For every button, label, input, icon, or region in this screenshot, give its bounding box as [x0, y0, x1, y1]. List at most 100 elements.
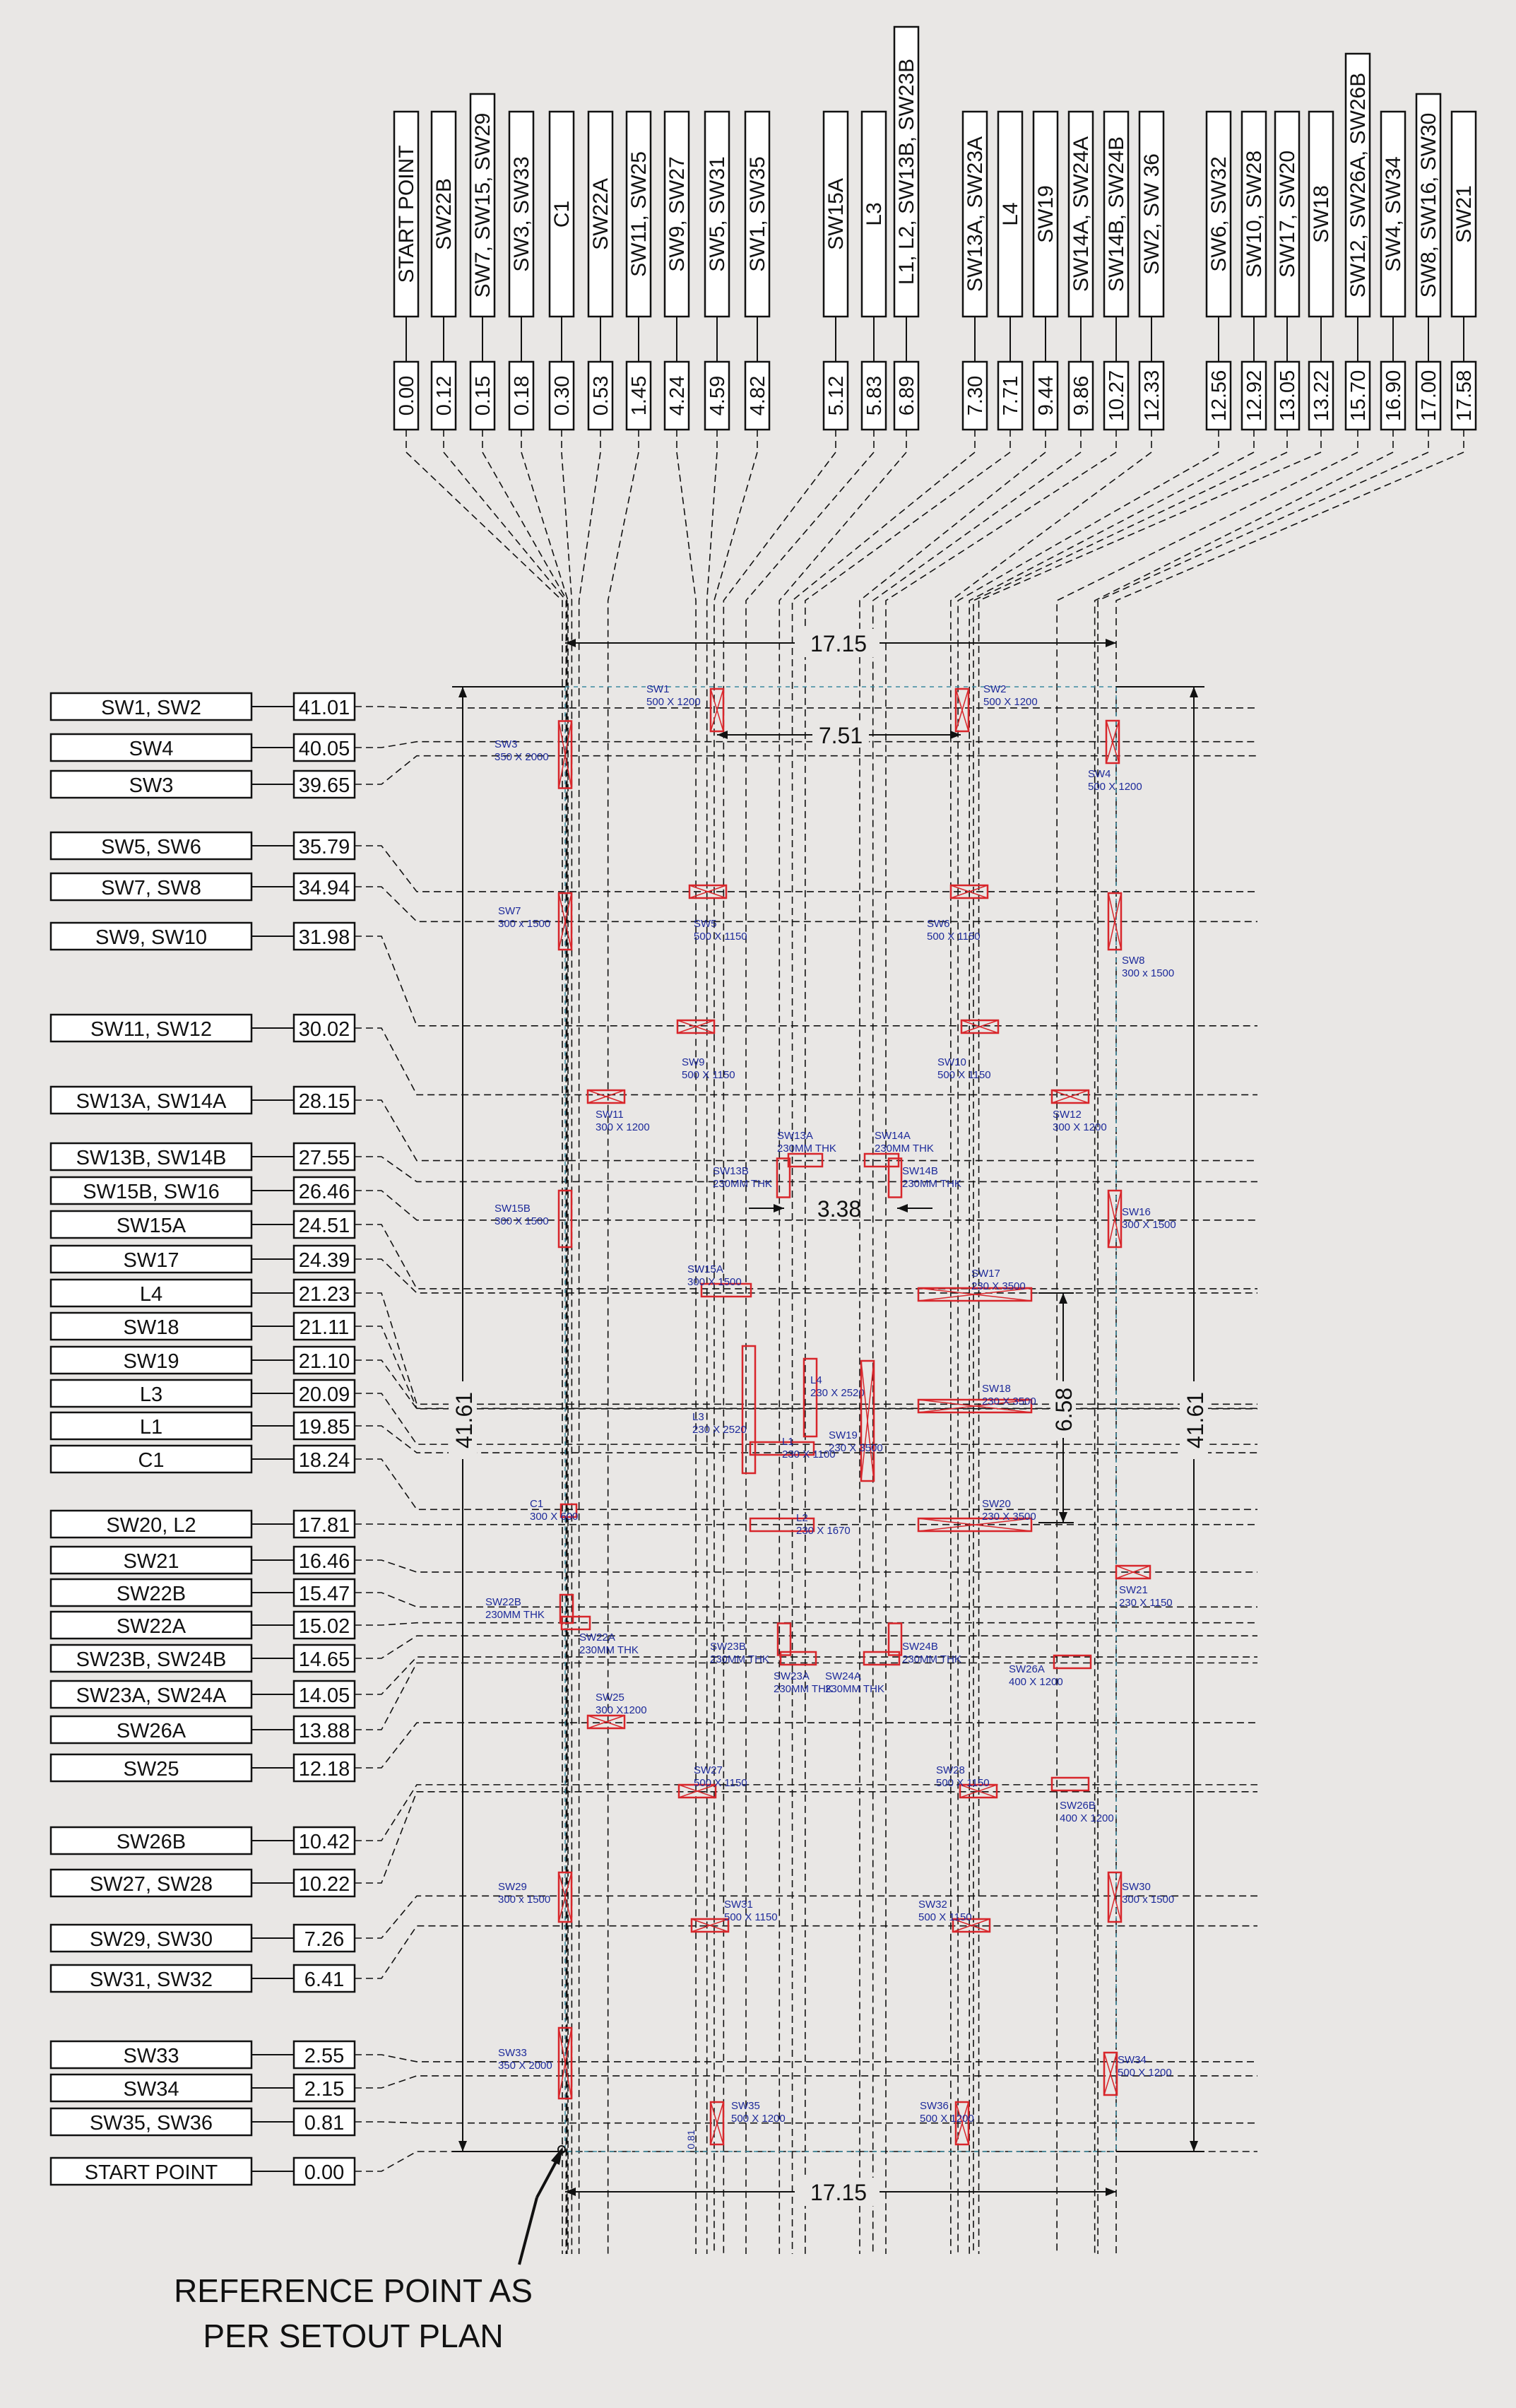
setout-grid-lines	[355, 430, 1464, 2254]
grid-row-sw13a-sw14a	[355, 1099, 1257, 1162]
top-setout-label: SW12, SW26A, SW26B	[1346, 73, 1370, 297]
left-setout-label: SW11, SW12	[90, 1018, 212, 1041]
grid-col-sw15a	[723, 430, 836, 2254]
left-setout-value: 18.24	[299, 1449, 350, 1472]
wall-name: SW27	[694, 1764, 723, 1776]
top-setout-sw9-sw27: SW9, SW27 4.24	[663, 110, 690, 431]
top-setout-l1-l2-sw13b-sw23b: L1, L2, SW13B, SW23B 6.89	[893, 25, 920, 431]
grid-col-sw14a-sw24a	[872, 430, 1082, 2254]
grid-col-sw4-sw34	[1094, 430, 1394, 2254]
left-setout-l1: L1 19.85	[49, 1411, 356, 1441]
grid-row-sw33	[355, 2054, 1257, 2062]
grid-row-sw29-sw30	[355, 1895, 1257, 1939]
top-setout-sw6-sw32: SW6, SW32 12.56	[1205, 110, 1232, 431]
wall-outline	[749, 1441, 815, 1456]
wall-cross	[1103, 2052, 1118, 2096]
wall-size: 500 X 1200	[1118, 2067, 1172, 2079]
wall-outline	[557, 892, 573, 951]
top-setout-value: 5.12	[825, 376, 848, 415]
top-label-box	[469, 93, 496, 318]
left-value-box	[292, 1509, 356, 1539]
wall-cross	[961, 1020, 999, 1034]
grid-row-sw25	[355, 1722, 1257, 1769]
left-setout-value: 15.47	[299, 1583, 350, 1605]
wall-size: 300 X 1500	[495, 1215, 549, 1227]
top-setout-sw8-sw16-sw30: SW8, SW16, SW30 17.00	[1415, 93, 1442, 431]
top-label-box	[508, 110, 535, 318]
wall-cross	[558, 2027, 572, 2099]
wall-name: SW13A	[777, 1130, 813, 1142]
dim-sw13b-sw14b: 3.38	[817, 1196, 861, 1222]
left-label-box	[49, 872, 253, 902]
wall-cross	[691, 1918, 729, 1932]
left-setout-sw20-l2: SW20, L2 17.81	[49, 1509, 356, 1539]
wall-name: SW19	[829, 1429, 858, 1441]
left-setout-value: 20.09	[299, 1383, 350, 1406]
grid-col-sw5-sw31	[706, 430, 718, 2254]
wall-size: 300 X 1200	[1053, 1121, 1107, 1133]
top-setout-value: 7.30	[964, 376, 987, 415]
left-setout-sw33: SW33 2.55	[49, 2040, 356, 2070]
wall-cross	[558, 892, 572, 950]
top-label-box	[1067, 110, 1094, 318]
wall-name: L4	[810, 1374, 822, 1386]
wall-cross	[1108, 1190, 1122, 1248]
left-label-box	[49, 692, 253, 721]
left-setout-label: SW25	[124, 1758, 179, 1781]
top-value-box	[663, 360, 690, 431]
wall-name: SW14B	[902, 1165, 938, 1177]
wall-outline	[690, 1918, 730, 1933]
left-setout-sw22a: SW22A 15.02	[49, 1610, 356, 1640]
wall-cross	[678, 1784, 716, 1798]
grid-row-sw13b-sw14b	[355, 1156, 1257, 1183]
wall-cross	[1051, 1090, 1089, 1104]
left-label-box	[49, 1964, 253, 1993]
left-setout-value: 30.02	[299, 1018, 350, 1041]
top-label-box	[1308, 110, 1334, 318]
top-setout-label: SW6, SW32	[1207, 156, 1231, 271]
grid-row-sw27-sw28	[355, 1791, 1257, 1884]
grid-row-sw23a-sw24a	[355, 1656, 1257, 1695]
top-setout-sw22b: SW22B 0.12	[430, 110, 457, 431]
left-setout-value: 10.22	[299, 1873, 350, 1896]
top-setout-sw14a-sw24a: SW14A, SW24A 9.86	[1067, 110, 1094, 431]
dim-sw1-sw2: 7.51	[819, 723, 863, 748]
left-setout-value: 26.46	[299, 1181, 350, 1203]
grid-row-l4	[355, 1292, 1257, 1405]
left-setout-sw11-sw12: SW11, SW12 30.02	[49, 1013, 356, 1043]
wall-name: SW32	[918, 1899, 947, 1911]
left-setout-sw21: SW21 16.46	[49, 1545, 356, 1575]
grid-row-sw22a	[355, 1622, 1257, 1626]
left-label-box	[49, 733, 253, 762]
wall-cross	[1115, 1565, 1151, 1579]
wall-cross	[710, 2101, 724, 2145]
overall-height-left: 41.61	[451, 1392, 477, 1448]
left-setout-label: SW27, SW28	[90, 1873, 213, 1896]
left-setout-sw15a: SW15A 24.51	[49, 1210, 356, 1239]
reference-point-note: REFERENCE POINT AS PER SETOUT PLAN 0.81	[174, 2130, 697, 2354]
grid-col-sw11-sw25	[607, 430, 639, 2254]
left-value-box	[292, 2156, 356, 2186]
wall-name: SW13B	[713, 1165, 749, 1177]
top-label-box	[393, 110, 420, 318]
left-setout-value: 41.01	[299, 697, 350, 719]
top-setout-value: 12.56	[1208, 370, 1231, 422]
left-setout-sw17: SW17 24.39	[49, 1244, 356, 1274]
wall-name: SW26A	[1009, 1663, 1045, 1675]
wall-size: 230MM THK	[875, 1143, 934, 1155]
top-setout-value: 13.05	[1277, 370, 1299, 422]
wall-outline	[779, 1651, 817, 1666]
grid-row-start-point	[355, 2151, 1257, 2172]
top-setout-value: 6.89	[896, 376, 918, 415]
wall-name: SW4	[1088, 768, 1111, 780]
